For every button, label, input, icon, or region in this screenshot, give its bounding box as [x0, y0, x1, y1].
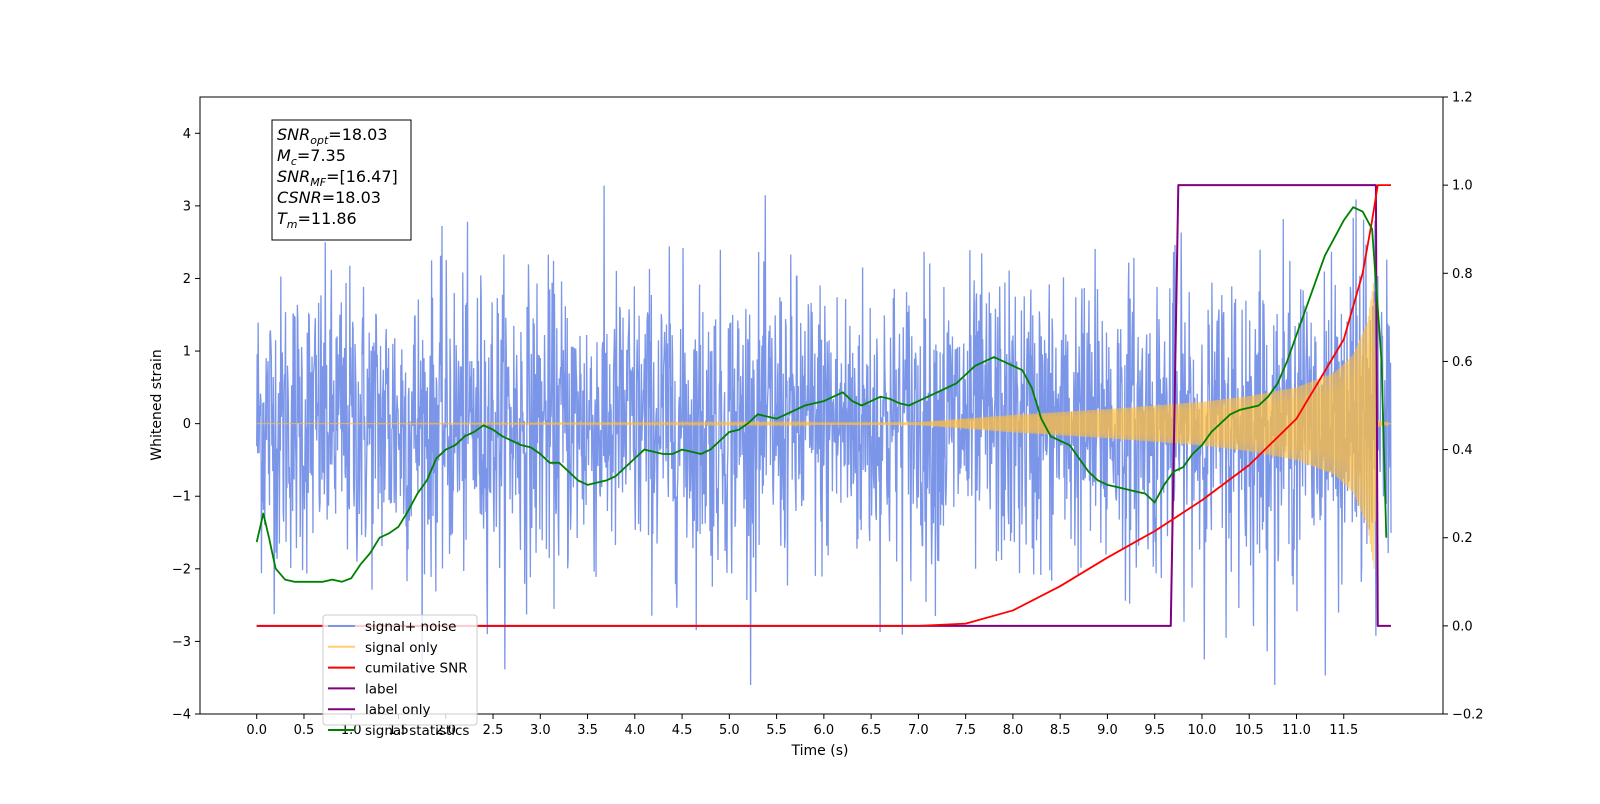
y2-tick-label: −0.2 [1452, 708, 1484, 723]
legend-label: signal statistics [365, 723, 469, 739]
y2-tick-label: 1.0 [1452, 179, 1473, 194]
x-axis-label: Time (s) [791, 743, 849, 759]
x-tick-label: 2.5 [483, 723, 504, 738]
y2-tick-label: 0.6 [1452, 355, 1473, 370]
x-tick-label: 9.5 [1144, 723, 1165, 738]
x-tick-label: 5.0 [719, 723, 740, 738]
info-line: SNRMF=[16.47] [277, 167, 398, 189]
x-tick-label: 7.0 [908, 723, 929, 738]
x-axis: 0.0 0.5 1.0 1.5 2.0 2.5 3.0 3.5 4.0 4.5 5.0 5.5 6.0 6… [246, 714, 1358, 738]
legend-label: cumilative SNR [365, 661, 468, 677]
y2-tick-label: 0.8 [1452, 267, 1473, 282]
x-tick-label: 6.0 [814, 723, 835, 738]
x-tick-label: 10.5 [1235, 723, 1264, 738]
info-box: SNRopt=18.03Mc=7.35SNRMF=[16.47]CSNR=18.… [271, 119, 412, 241]
info-box-frame [271, 119, 412, 241]
info-line: SNRopt=18.03 [277, 125, 388, 147]
legend: signal+ noise signal only cumilative SNR la… [322, 614, 478, 739]
plot-frame [199, 96, 1444, 715]
series-signal-noise [256, 185, 1392, 685]
y-tick-label: −4 [172, 708, 191, 723]
y-axis-left: −4 −3 −2 −1 0 1 2 3 4 [172, 127, 200, 723]
x-tick-label: 6.5 [861, 723, 882, 738]
x-tick-label: 2.0 [435, 723, 456, 738]
y-tick-label: −1 [172, 490, 191, 505]
x-tick-label: 0.0 [246, 723, 267, 738]
x-tick-label: 11.5 [1329, 723, 1358, 738]
y-tick-label: 4 [183, 127, 191, 142]
series-cumulative-snr [256, 184, 1392, 627]
info-line: Tm=11.86 [277, 209, 357, 231]
series-signal-statistics [255, 206, 1388, 583]
y-tick-label: 2 [183, 272, 191, 287]
legend-label: signal only [365, 640, 438, 656]
series-layer [255, 184, 1392, 685]
legend-label: label only [365, 702, 431, 718]
legend-frame [322, 614, 478, 726]
x-tick-label: 1.5 [388, 723, 409, 738]
y-tick-label: 1 [183, 345, 191, 360]
x-tick-label: 7.5 [955, 723, 976, 738]
x-tick-label: 11.0 [1282, 723, 1311, 738]
y2-tick-label: 1.2 [1452, 91, 1473, 106]
info-line: CSNR=18.03 [277, 188, 381, 207]
x-tick-label: 3.0 [530, 723, 551, 738]
y-axis-label: Whitened strain [149, 349, 165, 460]
x-tick-label: 4.0 [624, 723, 645, 738]
y-tick-label: 0 [183, 417, 191, 432]
y-tick-label: 3 [183, 199, 191, 214]
y2-tick-label: 0.0 [1452, 619, 1473, 634]
x-tick-label: 8.5 [1050, 723, 1071, 738]
y-axis-right: −0.2 0.0 0.2 0.4 0.6 0.8 1.0 1.2 [1443, 91, 1484, 723]
y-tick-label: −3 [172, 635, 191, 650]
x-tick-label: 10.0 [1187, 723, 1216, 738]
x-tick-label: 3.5 [577, 723, 598, 738]
series-label [256, 184, 1392, 627]
info-line: Mc=7.35 [277, 146, 346, 168]
x-tick-label: 4.5 [672, 723, 693, 738]
x-tick-label: 0.5 [294, 723, 315, 738]
x-tick-label: 5.5 [766, 723, 787, 738]
y2-tick-label: 0.4 [1452, 443, 1473, 458]
y2-tick-label: 0.2 [1452, 531, 1473, 546]
series-signal-only [256, 282, 1392, 569]
x-tick-label: 8.0 [1003, 723, 1024, 738]
legend-label: label [365, 681, 398, 697]
x-tick-label: 9.0 [1097, 723, 1118, 738]
legend-label: signal+ noise [365, 619, 456, 635]
y-tick-label: −2 [172, 562, 191, 577]
